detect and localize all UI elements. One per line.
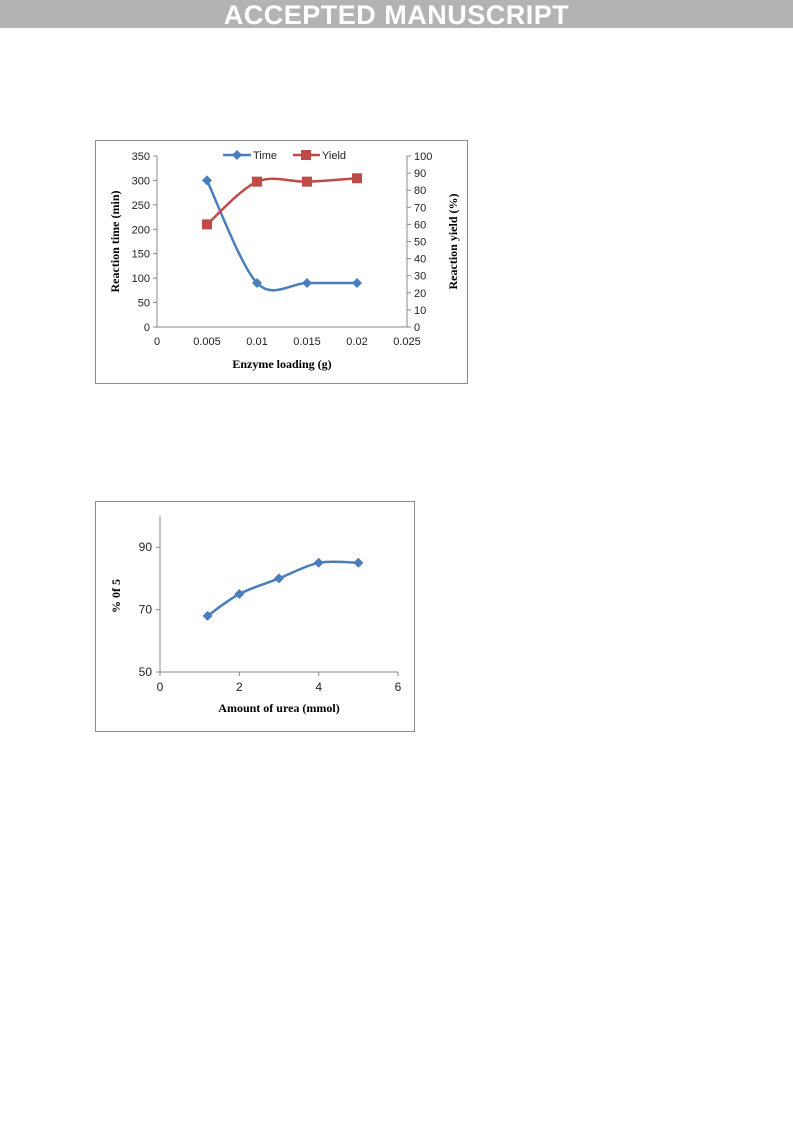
y2-tick-label: 60 <box>414 219 426 231</box>
time-data-point <box>202 175 212 186</box>
y2-tick-label: 90 <box>414 168 426 180</box>
data-point <box>274 573 284 584</box>
y-tick-label: 350 <box>132 151 150 163</box>
time-series-line <box>205 179 357 292</box>
data-point <box>234 589 245 599</box>
time-data-point <box>252 278 262 289</box>
yield-data-point <box>352 173 362 184</box>
x-tick-label: 4 <box>315 680 322 694</box>
time-data-point <box>352 278 362 289</box>
manuscript-banner: ACCEPTED MANUSCRIPT <box>0 0 793 30</box>
y-tick-label: 200 <box>132 224 150 236</box>
y2-axis-title: Reaction yield (%) <box>446 194 460 290</box>
y2-tick-label: 100 <box>414 151 432 163</box>
y-tick-label: 0 <box>144 322 150 334</box>
y2-tick-label: 40 <box>414 254 426 266</box>
x-tick-label: 0.015 <box>293 336 321 348</box>
time-data-point <box>302 278 312 289</box>
y-axis-title: Reaction time (min) <box>108 191 122 293</box>
y-tick-label: 50 <box>139 665 153 679</box>
chart-legend: Time Yield <box>223 150 346 162</box>
x-tick-label: 0 <box>154 336 160 348</box>
banner-text: ACCEPTED MANUSCRIPT <box>223 0 570 30</box>
x-tick-label: 0.025 <box>393 336 421 348</box>
y-tick-label: 150 <box>132 249 150 261</box>
legend-time-label: Time <box>253 150 277 162</box>
x-tick-label: 0.005 <box>193 336 221 348</box>
x-axis-title: Enzyme loading (g) <box>232 357 331 371</box>
y-tick-label: 70 <box>139 603 153 617</box>
yield-series-line <box>206 176 358 226</box>
x-axis-title: Amount of urea (mmol) <box>218 701 339 715</box>
yield-data-point <box>252 176 262 187</box>
yield-data-point <box>302 176 312 187</box>
y-tick-label: 50 <box>138 298 150 310</box>
y-tick-label: 250 <box>132 200 150 212</box>
data-point <box>353 557 364 568</box>
x-tick-label: 0.01 <box>246 336 267 348</box>
x-tick-label: 0 <box>157 680 164 694</box>
urea-amount-chart: 50 70 90 0 2 4 6 Amount of urea (mmol) % 0f 5 <box>95 501 415 732</box>
y-axis-title: % 0f 5 <box>109 579 123 613</box>
yield-data-point <box>202 219 212 230</box>
y2-tick-label: 30 <box>414 271 426 283</box>
y-tick-label: 90 <box>139 540 153 554</box>
x-tick-label: 2 <box>236 680 243 694</box>
y2-tick-label: 70 <box>414 202 426 214</box>
legend-yield-marker <box>301 150 311 160</box>
y-tick-label: 300 <box>132 175 150 187</box>
y2-tick-label: 50 <box>414 237 426 249</box>
enzyme-loading-plot: 0 50 100 150 200 250 300 350 0 10 20 30 40 50 60 70 80 90… <box>108 150 460 371</box>
x-tick-label: 0.02 <box>346 336 367 348</box>
y2-tick-label: 0 <box>414 322 420 334</box>
y2-tick-label: 20 <box>414 288 426 300</box>
y2-tick-label: 80 <box>414 185 426 197</box>
data-point <box>313 557 324 568</box>
y-tick-label: 100 <box>132 273 150 285</box>
data-point <box>202 610 213 621</box>
x-tick-label: 6 <box>395 680 402 694</box>
enzyme-loading-chart: 0 50 100 150 200 250 300 350 0 10 20 30 40 50 60 70 80 90… <box>95 140 468 384</box>
legend-yield-label: Yield <box>322 150 346 162</box>
series-line <box>206 560 359 617</box>
y2-tick-label: 10 <box>414 305 426 317</box>
urea-amount-plot: 50 70 90 0 2 4 6 Amount of urea (mmol) % 0f 5 <box>109 516 402 715</box>
legend-time-marker <box>232 150 242 160</box>
